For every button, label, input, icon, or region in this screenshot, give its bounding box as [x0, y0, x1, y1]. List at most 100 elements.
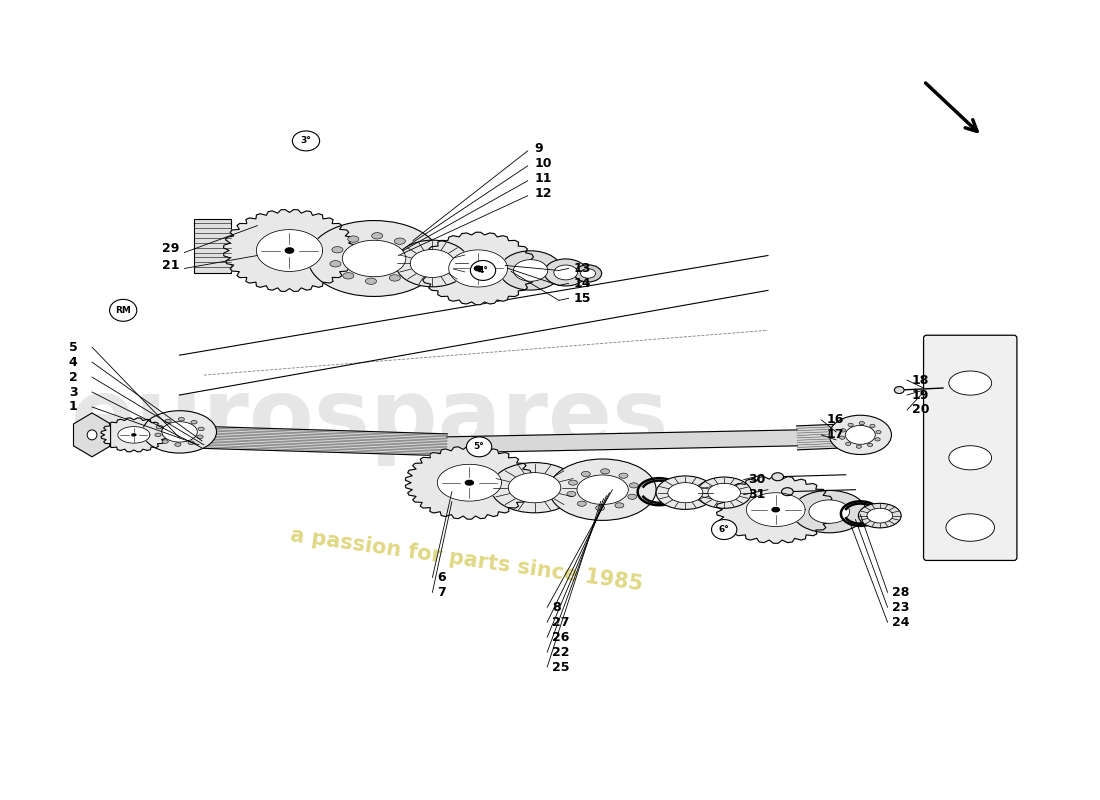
Ellipse shape: [566, 491, 576, 497]
Ellipse shape: [829, 415, 891, 454]
Text: 9: 9: [535, 142, 543, 155]
Ellipse shape: [191, 421, 197, 424]
Ellipse shape: [848, 423, 854, 426]
Polygon shape: [118, 426, 150, 443]
Polygon shape: [74, 413, 111, 457]
Ellipse shape: [656, 476, 715, 510]
Ellipse shape: [465, 481, 473, 485]
FancyBboxPatch shape: [195, 218, 231, 274]
Text: 16: 16: [826, 414, 844, 426]
Ellipse shape: [175, 442, 180, 446]
Ellipse shape: [162, 422, 197, 442]
Text: eurospares: eurospares: [70, 374, 668, 466]
Ellipse shape: [471, 261, 496, 281]
Ellipse shape: [87, 430, 97, 440]
Ellipse shape: [697, 477, 751, 508]
Ellipse shape: [372, 233, 383, 239]
Ellipse shape: [343, 273, 354, 279]
Polygon shape: [101, 418, 167, 452]
Ellipse shape: [178, 418, 185, 421]
Ellipse shape: [574, 265, 602, 282]
Ellipse shape: [846, 426, 876, 444]
Ellipse shape: [601, 469, 609, 474]
Ellipse shape: [949, 371, 991, 395]
Ellipse shape: [707, 483, 740, 502]
Text: 18: 18: [912, 374, 930, 386]
Ellipse shape: [874, 438, 880, 441]
Ellipse shape: [595, 506, 605, 510]
Ellipse shape: [293, 131, 320, 151]
Polygon shape: [716, 476, 835, 543]
Text: a passion for parts since 1985: a passion for parts since 1985: [289, 525, 644, 594]
Polygon shape: [796, 424, 846, 450]
Text: 24: 24: [892, 616, 910, 629]
Ellipse shape: [342, 240, 406, 277]
Ellipse shape: [407, 250, 418, 256]
Ellipse shape: [792, 490, 866, 533]
Text: 1: 1: [68, 401, 77, 414]
Ellipse shape: [808, 500, 849, 523]
Ellipse shape: [165, 419, 172, 423]
Text: 30: 30: [748, 474, 766, 486]
Ellipse shape: [549, 459, 656, 520]
Ellipse shape: [389, 274, 400, 281]
Polygon shape: [406, 446, 534, 519]
Ellipse shape: [474, 266, 482, 270]
Ellipse shape: [894, 386, 904, 394]
Ellipse shape: [365, 278, 376, 284]
Ellipse shape: [839, 436, 845, 439]
Ellipse shape: [946, 514, 994, 542]
Ellipse shape: [576, 475, 628, 505]
Ellipse shape: [581, 269, 595, 278]
Ellipse shape: [110, 299, 136, 322]
Ellipse shape: [508, 473, 561, 502]
Text: 3: 3: [69, 386, 77, 398]
Text: 14: 14: [573, 277, 591, 290]
Ellipse shape: [858, 503, 901, 528]
Text: RM: RM: [116, 306, 131, 315]
Ellipse shape: [772, 507, 780, 512]
Ellipse shape: [410, 250, 454, 278]
Ellipse shape: [668, 482, 703, 502]
Ellipse shape: [712, 519, 737, 539]
Ellipse shape: [188, 441, 195, 445]
Text: 23: 23: [892, 601, 910, 614]
Ellipse shape: [619, 473, 628, 478]
Text: 8: 8: [552, 601, 561, 614]
Ellipse shape: [198, 427, 205, 430]
Ellipse shape: [330, 261, 341, 267]
Ellipse shape: [629, 483, 638, 488]
Ellipse shape: [846, 442, 850, 446]
Text: 3°: 3°: [300, 137, 311, 146]
Polygon shape: [438, 464, 502, 501]
Ellipse shape: [782, 488, 793, 496]
Text: 7: 7: [438, 586, 446, 599]
Text: 28: 28: [892, 586, 910, 599]
Ellipse shape: [544, 259, 587, 286]
Ellipse shape: [840, 429, 846, 432]
Ellipse shape: [132, 434, 136, 436]
Ellipse shape: [554, 265, 578, 280]
Ellipse shape: [156, 426, 162, 429]
Text: 13: 13: [573, 262, 591, 275]
Text: 4: 4: [68, 356, 77, 369]
Ellipse shape: [514, 260, 548, 282]
Ellipse shape: [466, 437, 492, 457]
Text: 11: 11: [535, 172, 552, 186]
Ellipse shape: [870, 424, 876, 427]
Ellipse shape: [615, 503, 624, 508]
Ellipse shape: [405, 264, 416, 270]
Text: 27: 27: [552, 616, 570, 629]
Text: 22: 22: [552, 646, 570, 658]
Ellipse shape: [628, 494, 637, 499]
Ellipse shape: [491, 462, 579, 513]
Text: 5: 5: [68, 341, 77, 354]
Text: 15: 15: [573, 292, 591, 305]
Text: 12: 12: [535, 187, 552, 200]
Text: 2: 2: [68, 370, 77, 383]
Ellipse shape: [332, 246, 343, 253]
Text: 5°: 5°: [474, 442, 484, 451]
Ellipse shape: [856, 445, 861, 448]
Ellipse shape: [162, 440, 168, 443]
Polygon shape: [223, 210, 355, 291]
